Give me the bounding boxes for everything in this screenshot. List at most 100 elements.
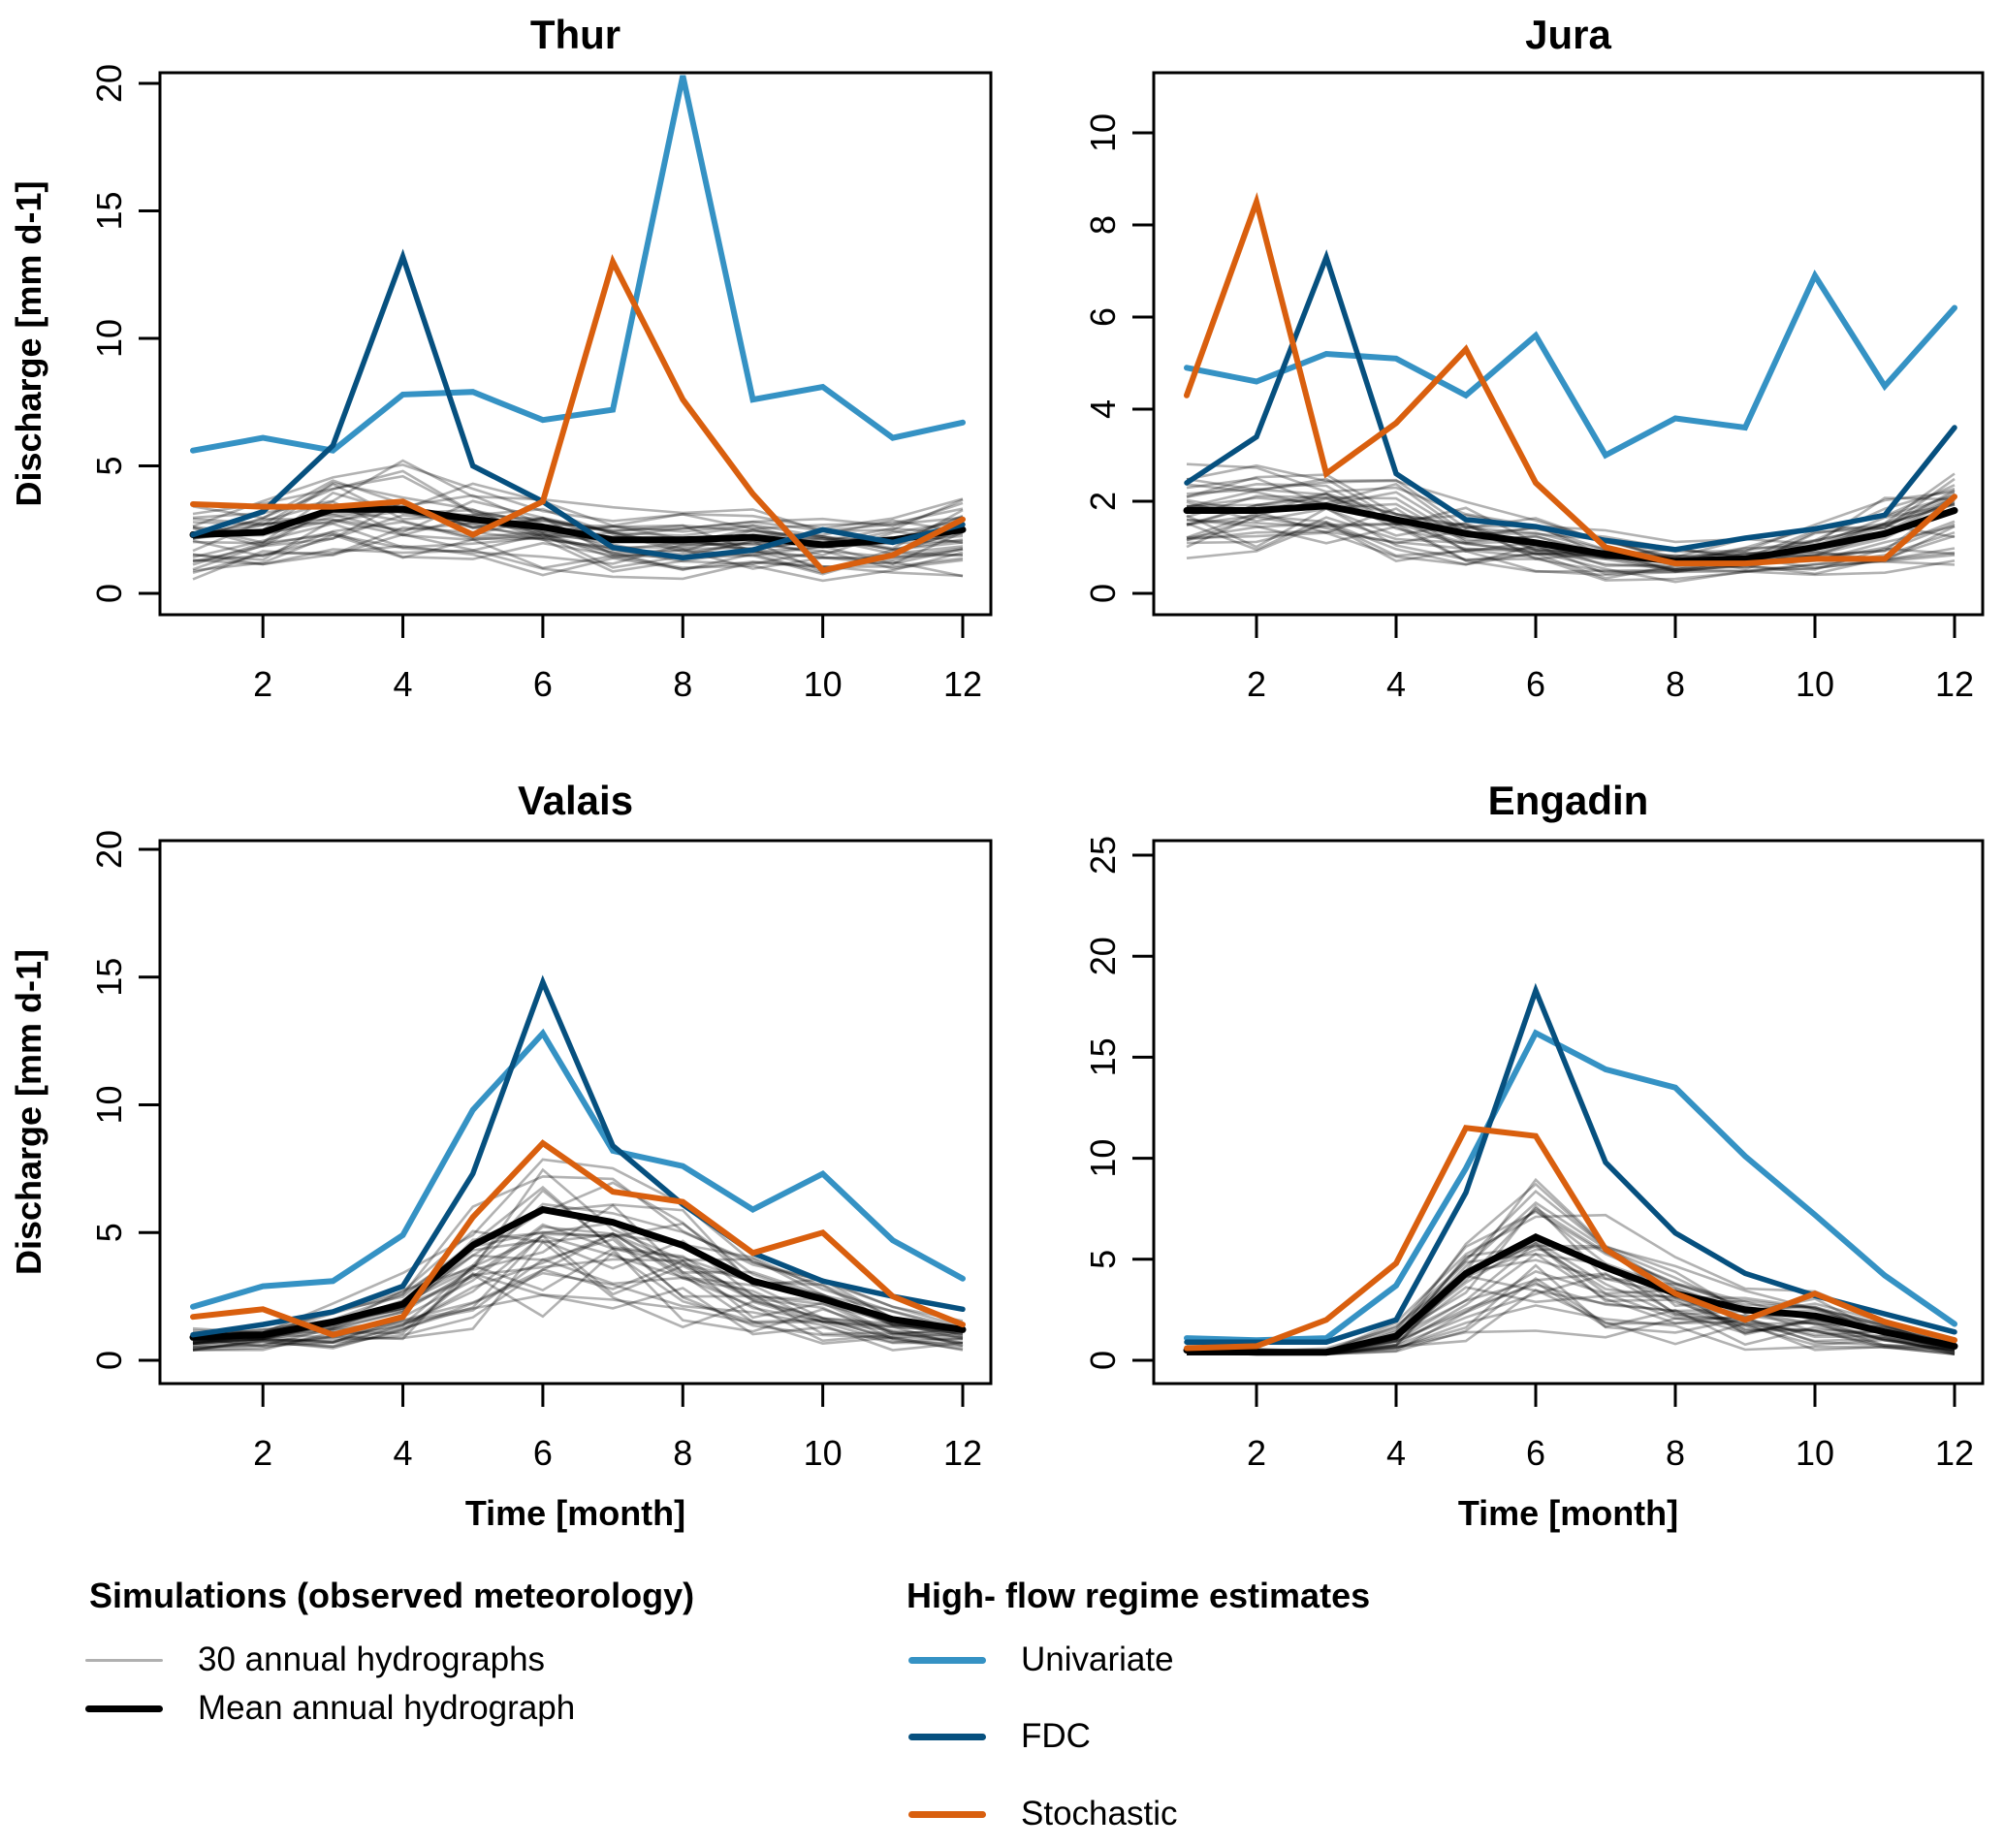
legend-item-fdc: FDC (908, 1717, 1091, 1756)
y-tick-label: 15 (1083, 1037, 1123, 1076)
y-tick-label: 20 (89, 64, 129, 103)
ensemble-line (192, 1272, 964, 1349)
y-tick-label: 5 (89, 456, 129, 475)
x-tick-label: 2 (253, 1433, 272, 1473)
ensemble-line (1186, 463, 1956, 554)
y-tick-label: 10 (89, 1085, 129, 1124)
y-tick-label: 0 (1083, 1351, 1123, 1370)
y-axis-label: Discharge [mm d-1] (9, 949, 48, 1275)
x-tick-label: 10 (1796, 1433, 1834, 1473)
x-tick-label: 4 (394, 664, 413, 704)
fdc-line (190, 974, 966, 1338)
ensemble-line (1186, 529, 1956, 584)
legend-label-fdc: FDC (1021, 1717, 1091, 1755)
x-tick-label: 6 (1526, 1433, 1545, 1473)
legend-swatch-ensemble (85, 1658, 163, 1662)
y-tick-label: 10 (1083, 113, 1123, 152)
x-tick-label: 10 (804, 1433, 843, 1473)
legend-swatch-stochastic (908, 1810, 986, 1818)
ensemble-line (1186, 473, 1956, 564)
ensemble-line (192, 1226, 964, 1344)
ensemble-line (1186, 531, 1956, 576)
ensemble-line (192, 1234, 964, 1350)
ensemble-line (1186, 492, 1956, 571)
x-tick-label: 8 (1666, 664, 1685, 704)
ensemble-line (1186, 516, 1956, 573)
legend-estimates: High- flow regime estimates (907, 1576, 1370, 1616)
stochastic-line (190, 1139, 966, 1338)
mean-line (189, 1205, 967, 1341)
panel-engadin: Engadin 0 5 10 15 20 25 2 4 6 8 10 12 Time [month] (1083, 778, 1985, 1533)
panel-title: Jura (1525, 12, 1611, 57)
x-tick-label: 2 (253, 664, 272, 704)
ensemble-line (192, 520, 964, 570)
x-tick-label: 12 (1935, 1433, 1974, 1473)
y-tick-label: 8 (1083, 215, 1123, 235)
fdc-line (190, 248, 966, 560)
ensemble-line (192, 519, 964, 570)
y-tick-label: 15 (89, 191, 129, 230)
ensemble-line (1186, 521, 1956, 577)
legend-label-ensemble: 30 annual hydrographs (198, 1641, 546, 1678)
stochastic-line (1184, 192, 1957, 567)
y-tick-label: 10 (1083, 1139, 1123, 1178)
y-tick-label: 5 (89, 1223, 129, 1242)
legend-swatch-fdc (908, 1733, 986, 1740)
ensemble-lines (1186, 462, 1956, 584)
ensemble-line (192, 1259, 964, 1348)
ensemble-line (1186, 498, 1956, 570)
univariate-line (190, 75, 966, 454)
y-tick-label: 0 (89, 584, 129, 603)
y-tick-label: 5 (1083, 1250, 1123, 1269)
mean-line (189, 505, 967, 549)
y-tick-label: 20 (1083, 937, 1123, 975)
y-tick-label: 4 (1083, 399, 1123, 419)
univariate-line (1184, 1029, 1957, 1344)
x-tick-label: 4 (394, 1433, 413, 1473)
ensemble-line (192, 532, 964, 566)
panel-thur: Thur 0 5 10 15 20 2 4 6 8 10 12 Discharge [mm d-1] (9, 12, 993, 704)
ensemble-line (192, 1234, 964, 1351)
x-tick-label: 8 (1666, 1433, 1685, 1473)
x-tick-label: 2 (1247, 1433, 1266, 1473)
x-tick-label: 4 (1386, 664, 1406, 704)
y-axis-label: Discharge [mm d-1] (9, 180, 48, 506)
mean-line (1183, 1233, 1958, 1356)
legend-simulations: Simulations (observed meteorology) (89, 1576, 694, 1616)
x-axis-label: Time [month] (465, 1493, 685, 1533)
y-tick-label: 0 (1083, 584, 1123, 603)
ensemble-line (192, 1251, 964, 1352)
y-tick-label: 6 (1083, 307, 1123, 327)
panel-title: Thur (530, 12, 620, 57)
x-axis-label: Time [month] (1458, 1493, 1678, 1533)
x-tick-label: 8 (673, 1433, 692, 1473)
ensemble-line (1186, 519, 1956, 573)
ensemble-line (192, 1240, 964, 1351)
legend-label-mean: Mean annual hydrograph (198, 1689, 576, 1727)
legend-swatch-mean (85, 1705, 163, 1712)
ensemble-line (1186, 462, 1956, 546)
ensemble-line (192, 1232, 964, 1352)
fdc-line (1184, 982, 1957, 1345)
legend-label-univariate: Univariate (1021, 1641, 1174, 1678)
stochastic-line (1184, 1125, 1957, 1352)
ensemble-line (192, 533, 964, 583)
y-tick-label: 25 (1083, 836, 1123, 875)
ensemble-line (192, 1231, 964, 1348)
y-tick-label: 0 (89, 1351, 129, 1370)
x-tick-label: 12 (943, 664, 982, 704)
stochastic-line (190, 253, 966, 574)
plot-frame (1152, 71, 1985, 617)
panel-title: Valais (518, 778, 633, 823)
univariate-line (190, 1028, 966, 1310)
fdc-line (1184, 249, 1957, 553)
x-tick-label: 12 (943, 1433, 982, 1473)
plot-frame (158, 839, 993, 1386)
legend-item-univariate: Univariate (908, 1641, 1174, 1679)
ensemble-line (1186, 522, 1956, 582)
x-tick-label: 6 (533, 664, 553, 704)
x-tick-label: 6 (1526, 664, 1545, 704)
legend-label-stochastic: Stochastic (1021, 1795, 1178, 1832)
panel-jura: Jura 0 2 4 6 8 10 2 4 6 8 10 12 (1083, 12, 1985, 704)
